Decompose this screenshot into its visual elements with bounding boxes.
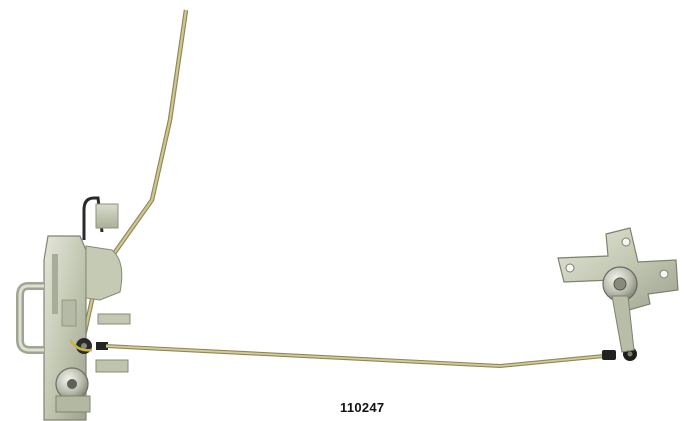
part-number-label: 110247 xyxy=(340,400,385,415)
vertical-control-rod xyxy=(79,9,189,346)
remote-handle-mechanism xyxy=(557,227,679,353)
latch-mechanism xyxy=(16,196,131,421)
horizontal-connecting-rod xyxy=(105,344,637,368)
